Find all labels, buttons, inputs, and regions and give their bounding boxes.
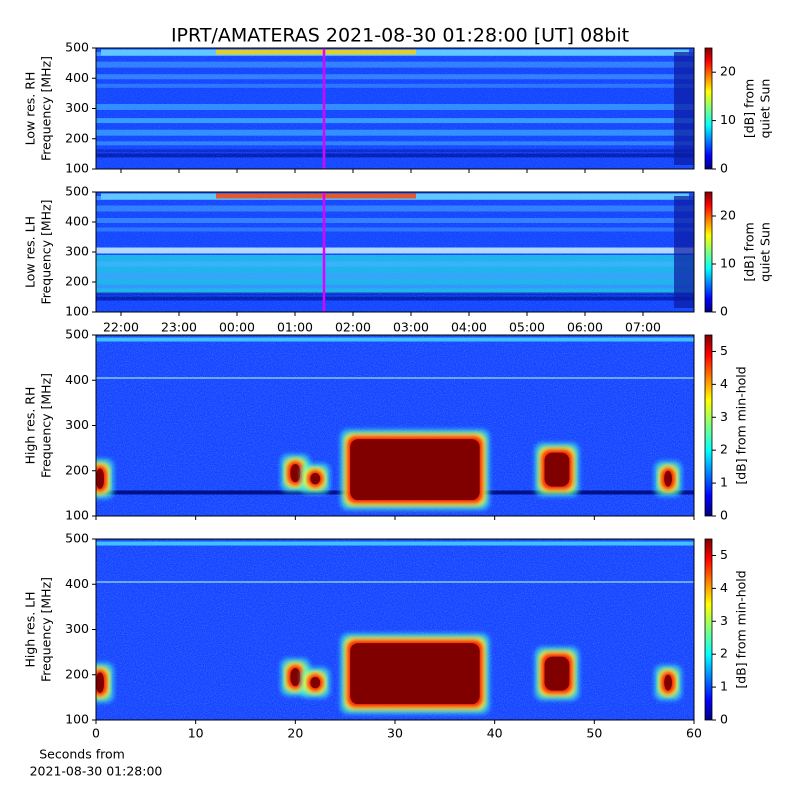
x-tick-label: 40: [487, 726, 503, 741]
colorbar-tick-label: 0: [720, 161, 728, 176]
x-tick-label: 30: [387, 726, 403, 741]
plot-area: [96, 539, 694, 720]
x-tick-label: 20: [287, 726, 303, 741]
y-tick-label: 400: [65, 70, 89, 85]
colorbar-tick-label: 0: [720, 712, 728, 727]
noise: [96, 48, 694, 169]
x-axis-label: 2021-08-30 01:28:00: [30, 764, 163, 779]
burst: [544, 656, 570, 691]
y-axis-label: Low res. RH: [23, 72, 38, 146]
edge-strip: [674, 196, 694, 308]
x-tick-label: 07:00: [625, 320, 661, 335]
band: [96, 337, 694, 342]
burst: [96, 672, 104, 693]
burst: [310, 473, 321, 485]
y-tick-label: 300: [65, 621, 89, 636]
x-tick-label: 05:00: [509, 320, 545, 335]
y-axis-label: Frequency [MHz]: [39, 199, 54, 304]
y-tick-label: 500: [65, 327, 89, 342]
y-tick-label: 100: [65, 161, 89, 176]
colorbar-tick-label: 20: [720, 208, 736, 223]
burst: [544, 452, 570, 487]
colorbar-tick-label: 20: [720, 64, 736, 79]
x-tick-label: 50: [586, 726, 602, 741]
plot-area: [96, 192, 694, 312]
burst: [290, 667, 301, 687]
x-tick-label: 60: [686, 726, 702, 741]
figure-title: IPRT/AMATERAS 2021-08-30 01:28:00 [UT] 0…: [171, 25, 629, 47]
colorbar-tick-label: 3: [720, 613, 728, 628]
x-tick-label: 22:00: [103, 320, 139, 335]
y-tick-label: 400: [65, 214, 89, 229]
colorbar-tick-label: 10: [720, 256, 736, 271]
y-tick-label: 400: [65, 372, 89, 387]
colorbar-tick-label: 5: [720, 343, 728, 358]
colorbar-tick-label: 1: [720, 679, 728, 694]
colorbar-tick-label: 4: [720, 580, 728, 595]
colorbar-label: [dB] from: [742, 79, 757, 138]
burst: [350, 643, 480, 705]
colorbar: [704, 334, 713, 517]
colorbar: [704, 191, 713, 313]
y-tick-label: 500: [65, 531, 89, 546]
colorbar: [704, 47, 713, 170]
band: [96, 541, 694, 546]
edge-strip: [674, 52, 694, 165]
colorbar-tick-label: 10: [720, 112, 736, 127]
plot-area: [96, 335, 694, 516]
y-tick-label: 100: [65, 712, 89, 727]
noise: [96, 192, 694, 312]
y-tick-label: 400: [65, 576, 89, 591]
colorbar-tick-label: 4: [720, 376, 728, 391]
colorbar-tick-label: 2: [720, 442, 728, 457]
colorbar-label: quiet Sun: [758, 79, 773, 139]
colorbar-label: quiet Sun: [758, 222, 773, 282]
x-tick-label: 01:00: [277, 320, 313, 335]
x-tick-label: 06:00: [567, 320, 603, 335]
y-axis-label: Low res. LH: [23, 216, 38, 288]
y-tick-label: 300: [65, 417, 89, 432]
burst: [664, 674, 673, 691]
colorbar-label: [dB] from: [742, 222, 757, 281]
y-axis-label: Frequency [MHz]: [39, 577, 54, 682]
colorbar-tick-label: 0: [720, 508, 728, 523]
burst: [664, 470, 673, 487]
burst: [290, 463, 301, 483]
y-tick-label: 100: [65, 508, 89, 523]
y-tick-label: 200: [65, 274, 89, 289]
y-tick-label: 200: [65, 130, 89, 145]
colorbar-tick-label: 3: [720, 409, 728, 424]
colorbar-label: [dB] from min-hold: [734, 366, 749, 484]
x-tick-label: 00:00: [219, 320, 255, 335]
y-tick-label: 300: [65, 100, 89, 115]
x-tick-label: 0: [92, 726, 100, 741]
burst: [310, 677, 321, 689]
y-axis-label: High res. RH: [23, 387, 38, 465]
y-axis-label: Frequency [MHz]: [39, 373, 54, 478]
y-tick-label: 200: [65, 666, 89, 681]
colorbar-tick-label: 0: [720, 304, 728, 319]
plot-area: [96, 48, 694, 169]
colorbar-label: [dB] from min-hold: [734, 570, 749, 688]
x-tick-label: 03:00: [393, 320, 429, 335]
x-tick-label: 23:00: [161, 320, 197, 335]
y-tick-label: 100: [65, 304, 89, 319]
x-tick-label: 04:00: [451, 320, 487, 335]
y-axis-label: Frequency [MHz]: [39, 56, 54, 161]
y-tick-label: 300: [65, 244, 89, 259]
x-tick-label: 02:00: [335, 320, 371, 335]
colorbar: [704, 538, 713, 721]
burst: [350, 439, 480, 501]
colorbar-tick-label: 2: [720, 646, 728, 661]
burst: [96, 468, 104, 489]
y-tick-label: 500: [65, 184, 89, 199]
colorbar-tick-label: 1: [720, 475, 728, 490]
x-tick-label: 10: [188, 726, 204, 741]
colorbar-tick-label: 5: [720, 547, 728, 562]
x-axis-label: Seconds from: [39, 747, 125, 762]
y-tick-label: 200: [65, 462, 89, 477]
y-axis-label: High res. LH: [23, 591, 38, 667]
y-tick-label: 500: [65, 40, 89, 55]
